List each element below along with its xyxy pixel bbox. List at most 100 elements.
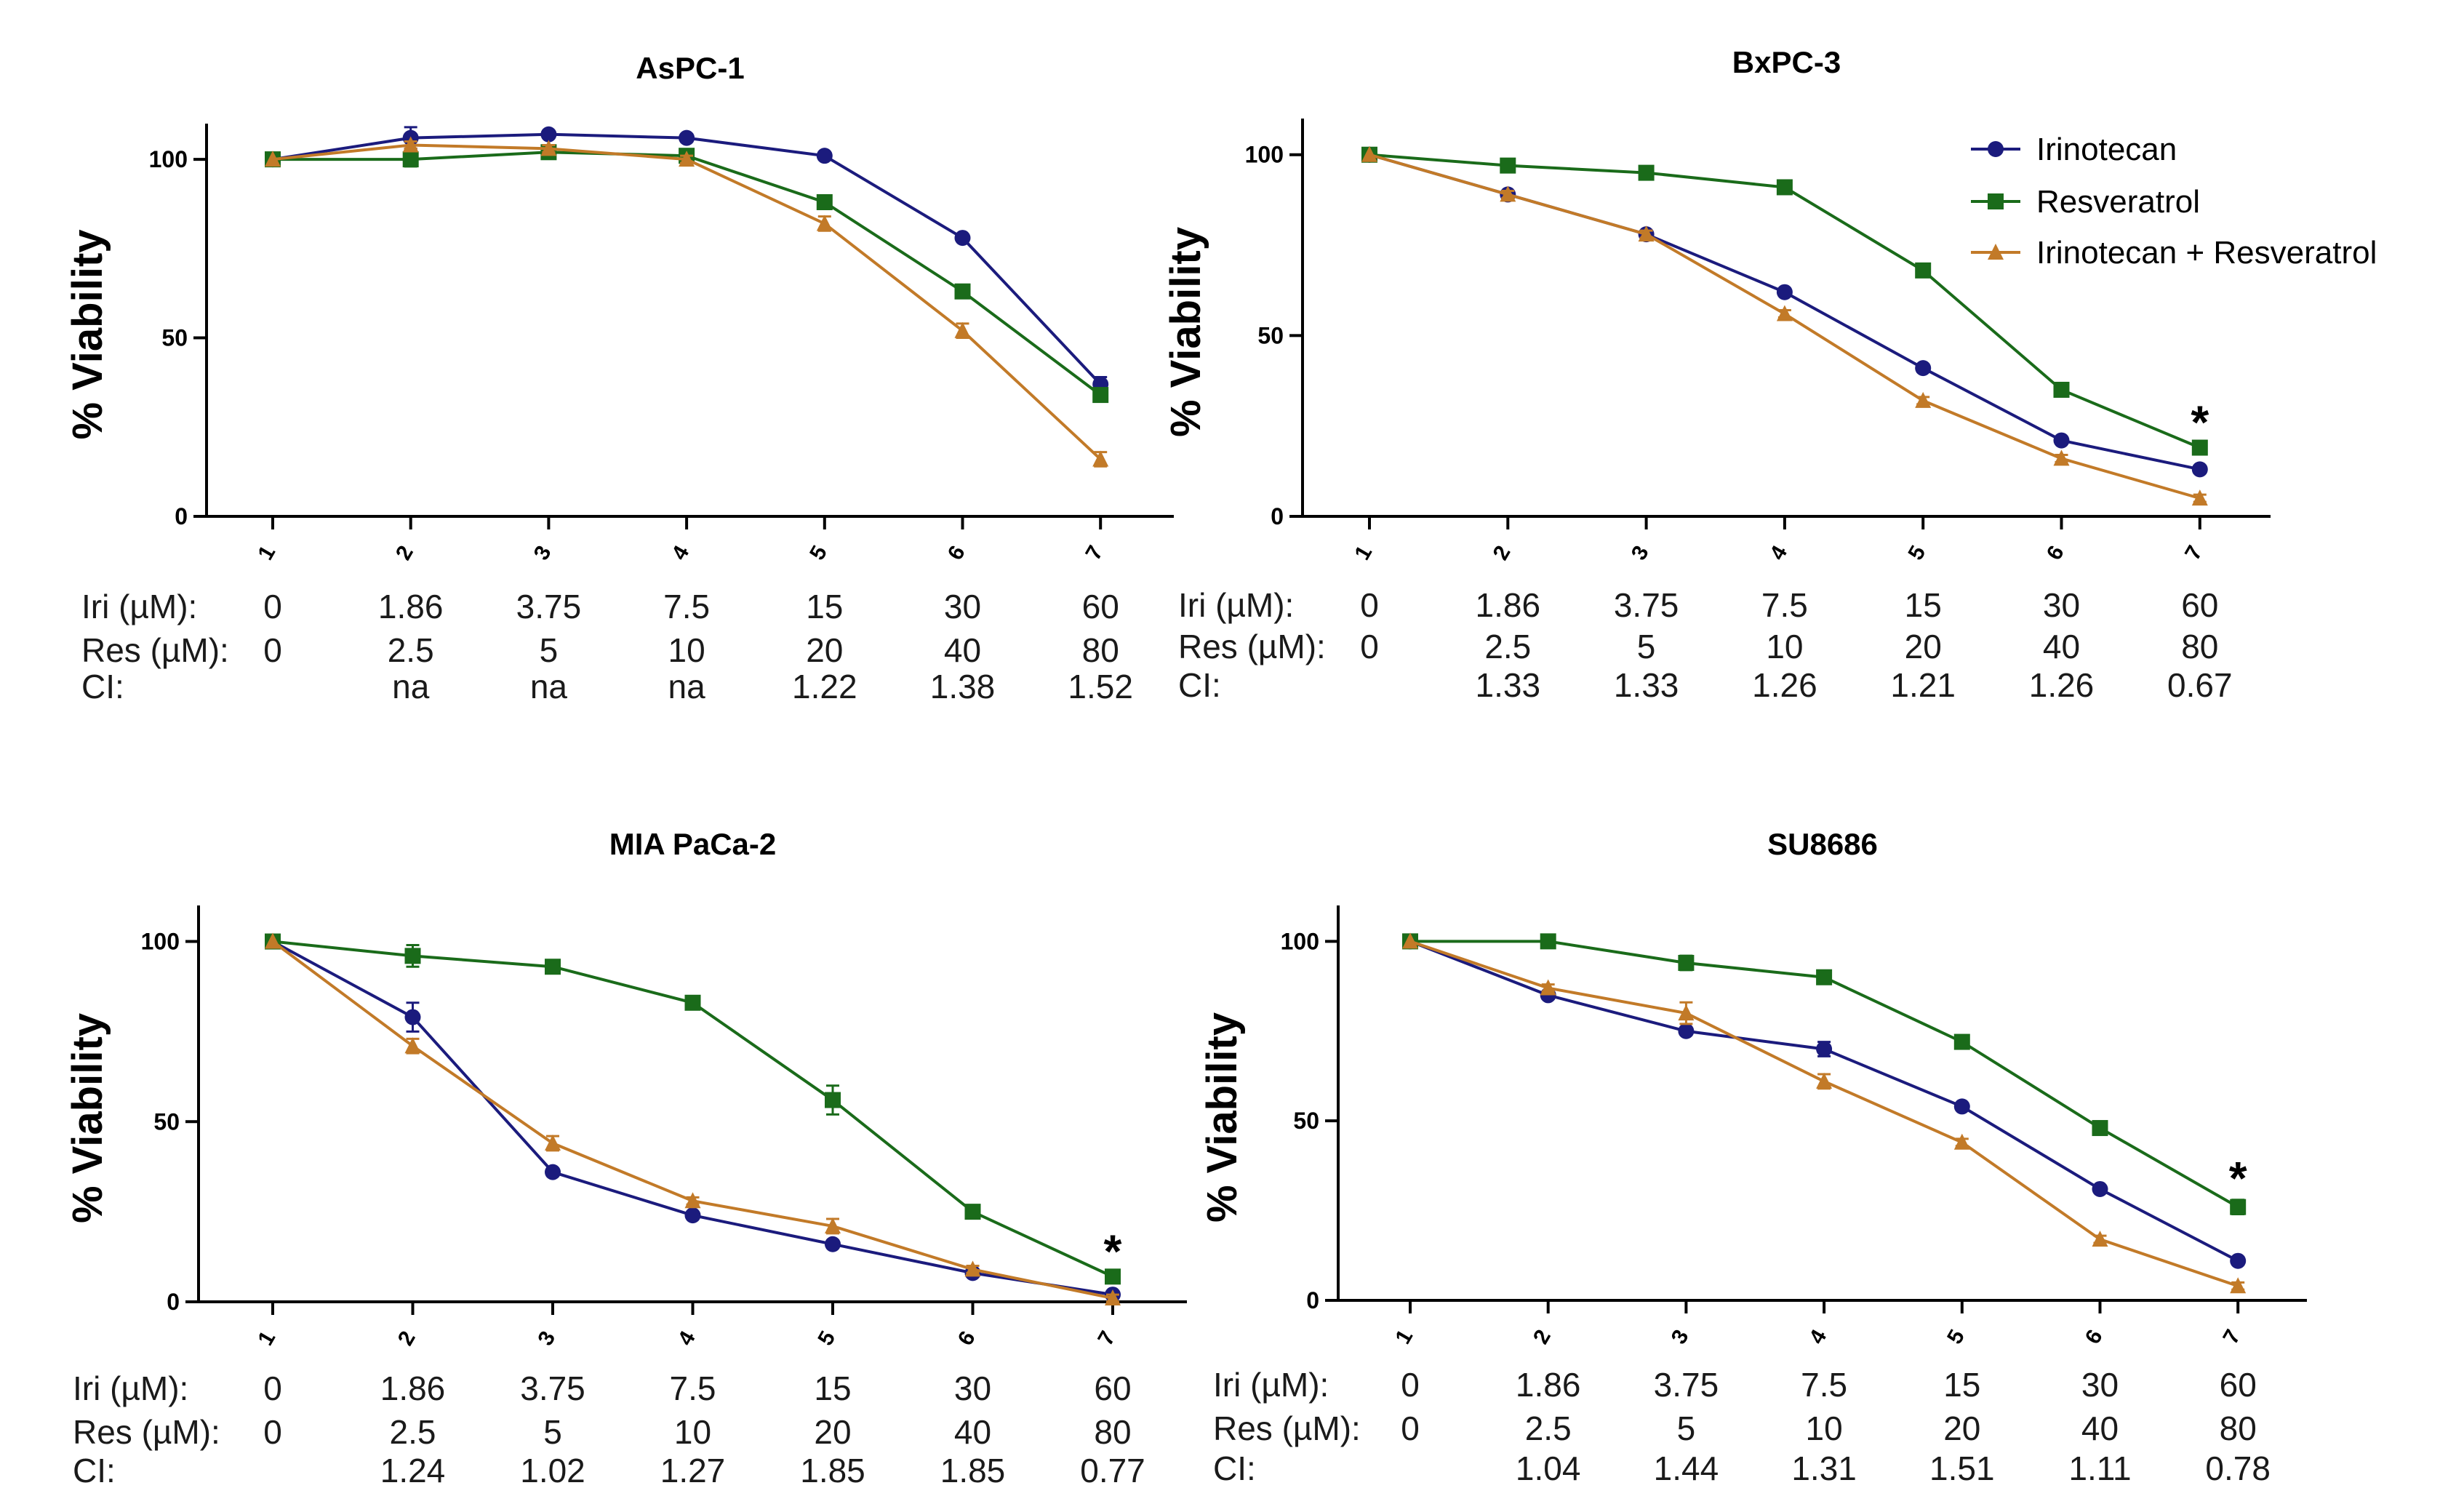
data-point <box>1953 1033 1970 1050</box>
x-tick-label: 5 <box>1904 542 1931 564</box>
iri-dose: 60 <box>2181 586 2218 624</box>
data-point <box>825 1092 841 1108</box>
res-dose: 40 <box>954 1413 991 1451</box>
data-point <box>679 129 695 146</box>
res-dose: 5 <box>543 1413 562 1451</box>
data-point <box>1953 1098 1970 1115</box>
res-dose: 5 <box>1637 628 1656 665</box>
data-point <box>2230 1277 2247 1294</box>
data-point <box>404 1037 421 1054</box>
ci-value: 1.33 <box>1614 666 1679 704</box>
x-tick-label: 1 <box>1350 542 1377 564</box>
data-point <box>1402 932 1418 949</box>
series-resveratrol <box>265 144 1109 404</box>
iri-dose: 15 <box>1943 1366 1980 1404</box>
row-label-res: Res (µM): <box>73 1413 220 1451</box>
res-dose: 10 <box>668 631 705 669</box>
data-point <box>1105 1289 1121 1306</box>
legend-marker <box>1988 244 2004 260</box>
row-label-ci: CI: <box>73 1452 116 1489</box>
legend-marker <box>1988 193 2004 209</box>
iri-dose: 1.86 <box>1516 1366 1581 1404</box>
data-point <box>2092 1231 2108 1247</box>
data-point <box>1915 391 1932 408</box>
y-tick-label: 0 <box>1306 1287 1319 1313</box>
row-label-iri: Iri (µM): <box>1213 1366 1329 1404</box>
data-point <box>684 1192 701 1209</box>
y-tick-label: 100 <box>149 146 188 172</box>
ci-value: 1.04 <box>1516 1449 1581 1487</box>
y-tick-label: 50 <box>153 1108 180 1135</box>
legend-item-resveratrol: Resveratrol <box>1971 184 2200 220</box>
data-point <box>964 1260 981 1277</box>
x-tick-label: 3 <box>1627 542 1654 564</box>
ci-value: 0.77 <box>1080 1452 1145 1489</box>
chart-title: MIA PaCa-2 <box>609 827 777 861</box>
chart-title: AsPC-1 <box>636 51 744 85</box>
series-line <box>272 940 1113 1279</box>
data-point <box>684 1207 701 1224</box>
ci-value: 1.85 <box>940 1452 1006 1489</box>
significance-marker: * <box>2191 396 2209 449</box>
res-dose: 5 <box>540 631 559 669</box>
res-dose: 80 <box>1094 1413 1131 1451</box>
data-point <box>2230 1199 2247 1215</box>
data-point <box>679 151 695 167</box>
row-label-iri: Iri (µM): <box>1178 586 1294 624</box>
data-point <box>1540 979 1556 996</box>
iri-dose: 30 <box>954 1369 991 1407</box>
iri-dose: 7.5 <box>1801 1366 1847 1404</box>
data-point <box>816 194 833 210</box>
x-tick-label: 1 <box>253 542 280 564</box>
ci-value: 1.31 <box>1791 1449 1857 1487</box>
iri-dose: 1.86 <box>1476 586 1541 624</box>
iri-dose: 1.86 <box>378 588 444 625</box>
data-point <box>2191 489 2208 506</box>
data-point <box>2092 1180 2108 1197</box>
data-point <box>265 932 281 949</box>
data-point <box>954 321 971 338</box>
data-point <box>1776 305 1793 321</box>
series-combo <box>1361 145 2208 506</box>
data-point <box>545 959 561 975</box>
data-point <box>402 151 419 168</box>
iri-dose: 0 <box>263 588 282 625</box>
series-line <box>1409 940 2239 1288</box>
iri-dose: 7.5 <box>670 1369 716 1407</box>
data-point <box>816 148 833 164</box>
res-dose: 80 <box>2220 1409 2257 1447</box>
x-tick-label: 7 <box>1093 1327 1120 1350</box>
x-tick-label: 3 <box>533 1327 560 1350</box>
series-resveratrol <box>265 933 1121 1285</box>
ci-value: 1.44 <box>1654 1449 1719 1487</box>
res-dose: 2.5 <box>1525 1409 1572 1447</box>
res-dose: 80 <box>2181 628 2218 665</box>
iri-dose: 1.86 <box>380 1369 446 1407</box>
res-dose: 20 <box>806 631 843 669</box>
data-point <box>545 1135 561 1151</box>
data-point <box>2191 439 2208 456</box>
data-point <box>1638 225 1655 242</box>
data-point <box>684 994 701 1011</box>
row-label-iri: Iri (µM): <box>81 588 197 625</box>
ci-value: na <box>530 668 568 705</box>
row-label-res: Res (µM): <box>1178 628 1326 665</box>
x-tick-label: 7 <box>1081 542 1108 564</box>
series-combo <box>265 932 1121 1306</box>
data-point <box>1500 157 1516 174</box>
y-tick-label: 100 <box>141 929 180 955</box>
data-point <box>1915 262 1932 279</box>
res-dose: 80 <box>1082 631 1119 669</box>
legend-marker <box>1988 141 2004 157</box>
ci-value: 1.85 <box>800 1452 865 1489</box>
res-dose: 40 <box>2043 628 2080 665</box>
x-tick-label: 5 <box>1943 1326 1969 1348</box>
iri-dose: 30 <box>2043 586 2080 624</box>
x-tick-label: 5 <box>813 1327 840 1350</box>
iri-dose: 3.75 <box>1614 586 1679 624</box>
row-label-ci: CI: <box>81 668 124 705</box>
res-dose: 2.5 <box>390 1413 436 1451</box>
data-point <box>1500 185 1516 202</box>
